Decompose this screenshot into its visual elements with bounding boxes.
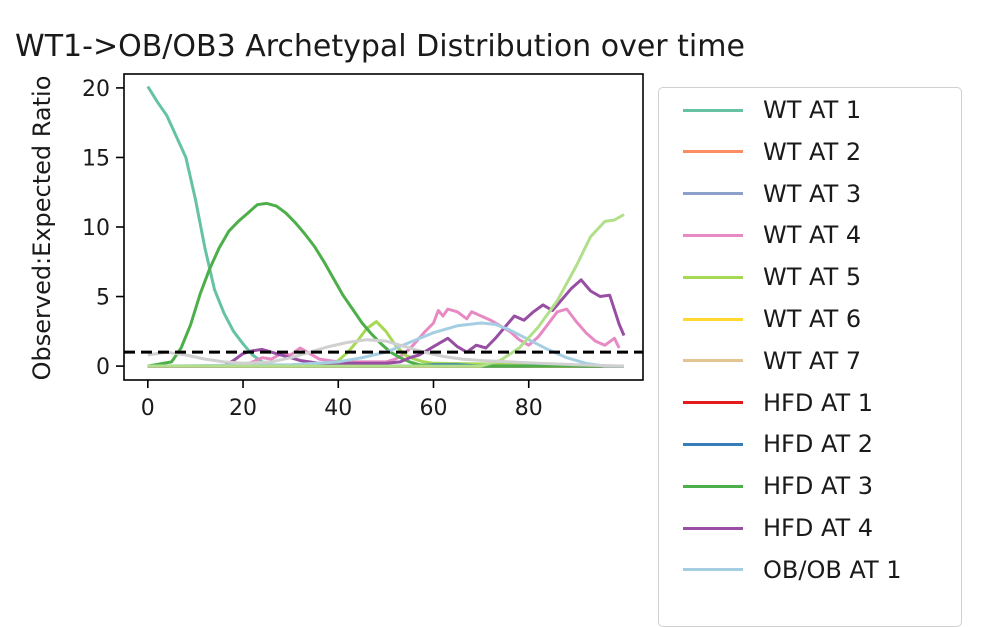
legend-label: WT AT 3	[763, 179, 862, 208]
legend-swatch	[683, 108, 743, 112]
series-line-10	[147, 201, 624, 368]
x-axis-ticks: 0 20 40 60 80	[141, 380, 543, 421]
y-axis-label: Observed:Expected Ratio	[28, 76, 56, 381]
legend-item: HFD AT 4	[683, 513, 873, 543]
legend-swatch	[683, 233, 743, 237]
legend-label: HFD AT 1	[763, 388, 874, 417]
legend-item: HFD AT 3	[683, 471, 873, 501]
legend-item: WT AT 6	[683, 304, 861, 334]
y-tick-label: 0	[96, 355, 110, 380]
legend-label: HFD AT 4	[763, 514, 874, 542]
x-tick-label: 60	[419, 396, 447, 421]
legend-swatch	[683, 442, 743, 446]
legend-item: WT AT 3	[683, 179, 861, 209]
series-line-14	[147, 338, 625, 368]
legend-item: HFD AT 1	[683, 388, 873, 418]
series-line-12	[147, 321, 624, 368]
legend-item: WT AT 5	[683, 262, 861, 292]
legend-label: WT AT 1	[763, 96, 862, 124]
series-line-11	[147, 278, 626, 368]
legend-swatch	[683, 275, 743, 279]
x-tick-label: 80	[515, 396, 543, 421]
line-chart: 0 20 40 60 80 0 5 10 15 20 WT1->OB/OB3 Archetypa…	[15, 29, 745, 421]
y-tick-label: 20	[82, 77, 110, 102]
legend-swatch	[683, 568, 743, 572]
series-line-13	[147, 213, 625, 368]
legend-label: WT AT 7	[763, 346, 862, 375]
legend-swatch	[683, 484, 743, 488]
y-axis-ticks: 0 5 10 15 20	[82, 77, 124, 380]
legend-label: OB/OB AT 1	[763, 555, 902, 584]
legend-swatch	[683, 359, 743, 363]
series-line-4	[147, 307, 621, 368]
y-tick-label: 10	[82, 216, 110, 241]
x-tick-label: 0	[141, 396, 155, 421]
series-layer	[146, 85, 626, 368]
y-tick-label: 5	[96, 286, 110, 311]
legend-swatch	[683, 150, 743, 154]
legend-swatch	[683, 401, 743, 405]
legend-label: HFD AT 2	[763, 430, 874, 459]
legend-item: WT AT 7	[683, 346, 861, 376]
legend-label: WT AT 6	[763, 305, 862, 333]
legend-label: WT AT 5	[763, 263, 862, 292]
series-line-5	[147, 320, 625, 368]
legend-item: HFD AT 2	[683, 429, 873, 459]
chart-title: WT1->OB/OB3 Archetypal Distribution over…	[15, 29, 745, 64]
legend-item: WT AT 2	[683, 137, 861, 167]
legend-swatch	[683, 526, 743, 530]
legend-item: WT AT 4	[683, 220, 861, 250]
series-line-1	[146, 85, 624, 368]
x-tick-label: 40	[324, 396, 352, 421]
legend-label: WT AT 2	[763, 137, 862, 166]
legend-swatch	[683, 317, 743, 321]
x-tick-label: 20	[229, 396, 257, 421]
legend-label: WT AT 4	[763, 221, 862, 250]
y-tick-label: 15	[82, 146, 110, 171]
legend: WT AT 1 WT AT 2 WT AT 3 WT AT 4 WT AT 5 WT AT…	[658, 87, 962, 627]
legend-swatch	[683, 192, 743, 196]
legend-label: HFD AT 3	[763, 472, 874, 501]
legend-item: OB/OB AT 1	[683, 555, 902, 585]
legend-item: WT AT 1	[683, 95, 861, 125]
